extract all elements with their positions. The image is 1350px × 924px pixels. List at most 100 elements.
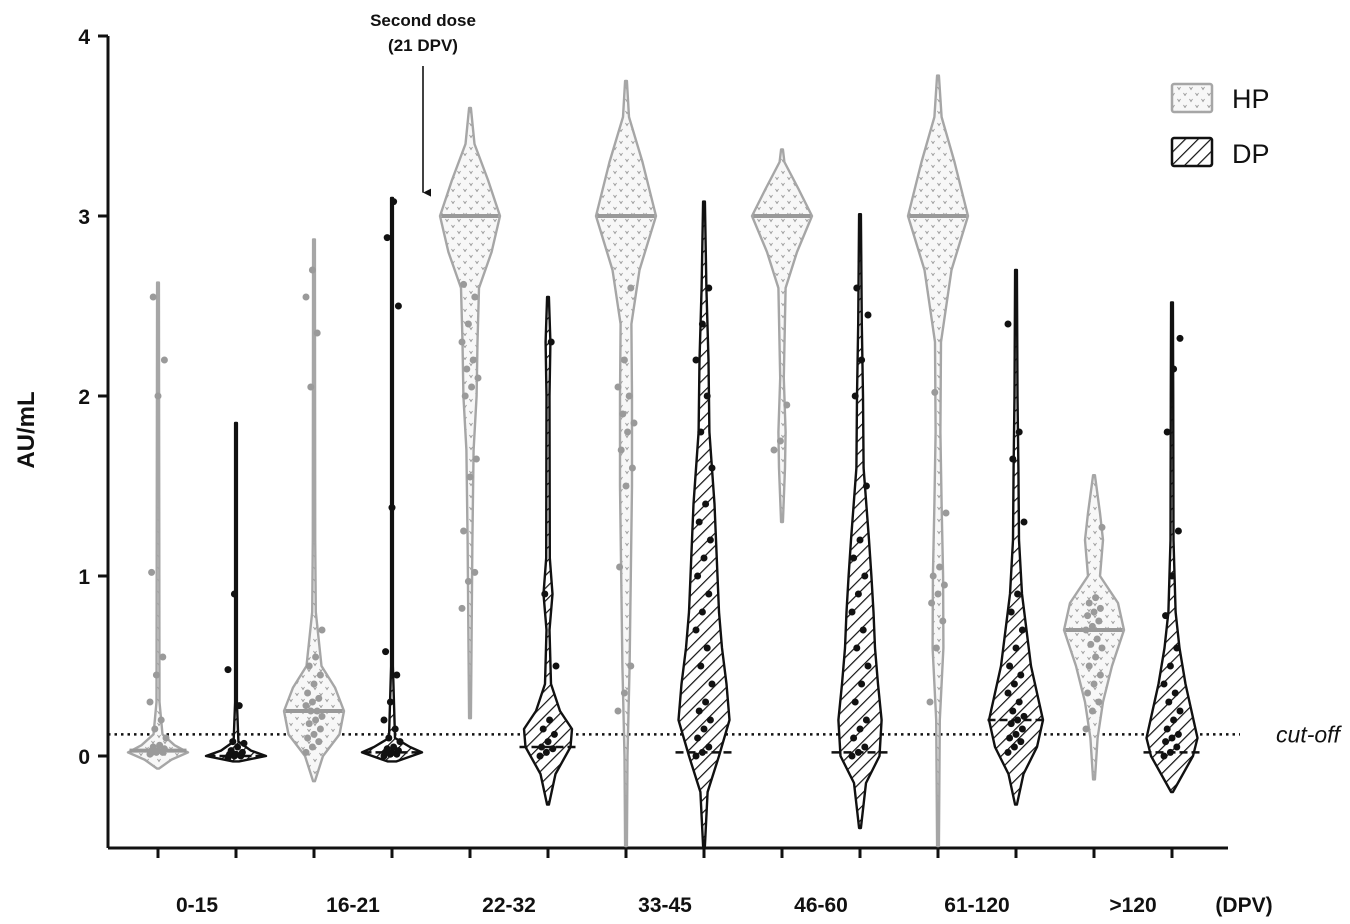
data-point bbox=[156, 741, 164, 749]
data-point bbox=[1160, 680, 1168, 688]
violin-dp-5 bbox=[987, 268, 1045, 806]
data-point bbox=[310, 680, 318, 688]
data-point bbox=[628, 464, 636, 472]
data-point bbox=[695, 707, 703, 715]
data-point bbox=[708, 464, 716, 472]
data-point bbox=[550, 730, 558, 738]
data-point bbox=[856, 725, 864, 733]
data-point bbox=[616, 563, 624, 571]
data-point bbox=[1017, 738, 1025, 746]
data-point bbox=[705, 284, 713, 292]
data-point bbox=[1007, 720, 1015, 728]
data-point bbox=[471, 293, 479, 301]
data-point bbox=[308, 266, 316, 274]
data-point bbox=[315, 694, 323, 702]
data-point bbox=[318, 712, 326, 720]
data-point bbox=[313, 329, 321, 337]
data-point bbox=[312, 653, 320, 661]
data-point bbox=[1163, 725, 1171, 733]
data-point bbox=[538, 743, 546, 751]
data-point bbox=[552, 662, 560, 670]
data-point bbox=[312, 716, 320, 724]
data-point bbox=[1098, 644, 1106, 652]
data-point bbox=[939, 617, 947, 625]
data-point bbox=[703, 644, 711, 652]
legend: HP DP bbox=[1170, 82, 1270, 169]
data-point bbox=[694, 734, 702, 742]
legend-swatch-hp bbox=[1170, 82, 1214, 114]
data-point bbox=[305, 720, 313, 728]
data-point bbox=[617, 446, 625, 454]
y-axis: 0 1 2 3 4 bbox=[78, 26, 110, 848]
annotation-line-1: Second dose bbox=[370, 11, 476, 30]
data-point bbox=[471, 568, 479, 576]
data-point bbox=[620, 689, 628, 697]
data-point bbox=[393, 671, 401, 679]
violin-dp-6 bbox=[1145, 301, 1199, 794]
data-point bbox=[1014, 716, 1022, 724]
x-axis: 0-15 16-21 22-32 33-45 46-60 61-120 >120 bbox=[108, 846, 1228, 917]
y-axis-ticks: 0 1 2 3 4 bbox=[78, 26, 108, 769]
data-point bbox=[702, 698, 710, 706]
violins bbox=[126, 74, 1201, 848]
data-point bbox=[307, 383, 315, 391]
data-point bbox=[770, 446, 778, 454]
data-point bbox=[304, 734, 312, 742]
data-point bbox=[1006, 662, 1014, 670]
data-point bbox=[308, 743, 316, 751]
data-point bbox=[1162, 738, 1170, 746]
data-point bbox=[154, 747, 162, 755]
data-point bbox=[851, 698, 859, 706]
data-point bbox=[544, 738, 552, 746]
data-point bbox=[1173, 743, 1181, 751]
data-point bbox=[614, 383, 622, 391]
data-point bbox=[1085, 599, 1093, 607]
y-tick-label: 1 bbox=[78, 566, 90, 589]
data-point bbox=[382, 648, 390, 656]
data-point bbox=[1163, 428, 1171, 436]
data-point bbox=[864, 311, 872, 319]
data-point bbox=[1096, 671, 1104, 679]
data-point bbox=[934, 590, 942, 598]
data-point bbox=[850, 554, 858, 562]
data-point bbox=[152, 671, 160, 679]
data-point bbox=[700, 554, 708, 562]
data-point bbox=[474, 374, 482, 382]
data-point bbox=[928, 599, 936, 607]
data-point bbox=[1174, 730, 1182, 738]
data-point bbox=[461, 392, 469, 400]
data-point bbox=[854, 590, 862, 598]
data-point bbox=[464, 320, 472, 328]
x-axis-ticks: 0-15 16-21 22-32 33-45 46-60 61-120 >120 bbox=[156, 848, 1174, 917]
data-point bbox=[1020, 518, 1028, 526]
data-point bbox=[850, 734, 858, 742]
data-point bbox=[1015, 428, 1023, 436]
data-point bbox=[546, 716, 554, 724]
second-dose-annotation: Second dose (21 DPV) bbox=[370, 11, 476, 197]
legend-label-hp: HP bbox=[1232, 84, 1270, 114]
violin-hp-3 bbox=[594, 79, 658, 848]
x-tick-label: 0-15 bbox=[176, 894, 218, 917]
y-tick-label: 4 bbox=[78, 26, 90, 49]
data-point bbox=[1090, 680, 1098, 688]
data-point bbox=[940, 581, 948, 589]
data-point bbox=[547, 338, 555, 346]
y-tick-label: 3 bbox=[78, 206, 90, 229]
data-point bbox=[1162, 612, 1170, 620]
annotation-line-2: (21 DPV) bbox=[388, 36, 458, 55]
data-point bbox=[1004, 320, 1012, 328]
data-point bbox=[783, 401, 791, 409]
data-point bbox=[1168, 572, 1176, 580]
data-point bbox=[391, 725, 399, 733]
data-point bbox=[698, 608, 706, 616]
data-point bbox=[697, 662, 705, 670]
data-point bbox=[304, 689, 312, 697]
data-point bbox=[148, 568, 156, 576]
data-point bbox=[864, 662, 872, 670]
data-point bbox=[706, 716, 714, 724]
data-point bbox=[858, 356, 866, 364]
data-point bbox=[1084, 689, 1092, 697]
data-point bbox=[235, 702, 243, 710]
data-point bbox=[627, 662, 635, 670]
